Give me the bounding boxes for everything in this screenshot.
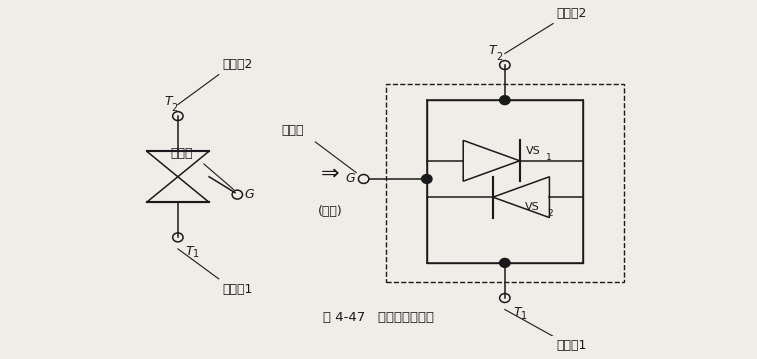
Circle shape — [500, 96, 510, 104]
Text: 主电极2: 主电极2 — [557, 8, 587, 20]
Circle shape — [500, 258, 510, 267]
Text: VS: VS — [525, 202, 540, 212]
Text: 图 4-47   双向晶闸管原理: 图 4-47 双向晶闸管原理 — [323, 311, 434, 324]
Text: T: T — [488, 45, 496, 57]
Text: (等效): (等效) — [318, 205, 343, 218]
Text: 1: 1 — [546, 153, 551, 162]
Text: G: G — [345, 172, 355, 186]
Text: 1: 1 — [521, 311, 528, 321]
Text: T: T — [514, 306, 522, 319]
Text: 1: 1 — [193, 249, 199, 259]
Circle shape — [422, 174, 432, 183]
Text: 控制极: 控制极 — [170, 146, 193, 159]
Text: 2: 2 — [171, 103, 177, 113]
Text: T: T — [164, 95, 172, 108]
Text: ⇒: ⇒ — [321, 164, 339, 183]
Text: 2: 2 — [547, 209, 553, 218]
Text: 主电极1: 主电极1 — [223, 283, 253, 296]
Text: 主电极1: 主电极1 — [557, 340, 587, 353]
Bar — [427, 100, 583, 263]
Bar — [386, 84, 624, 282]
Text: 主电极2: 主电极2 — [223, 59, 253, 71]
Text: 控制极: 控制极 — [282, 125, 304, 137]
Text: VS: VS — [525, 146, 540, 156]
Text: 2: 2 — [497, 52, 503, 62]
Text: G: G — [245, 188, 254, 201]
Text: T: T — [185, 245, 193, 258]
